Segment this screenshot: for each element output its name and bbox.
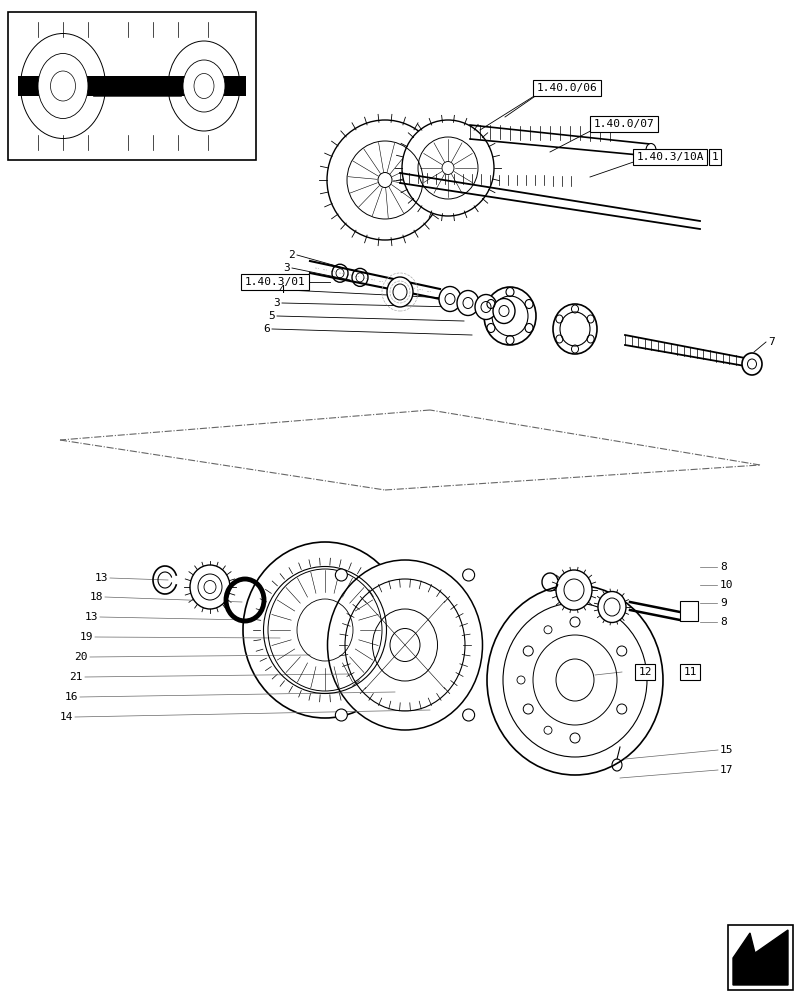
Ellipse shape bbox=[646, 143, 656, 156]
Text: 20: 20 bbox=[74, 652, 88, 662]
Text: 1.40.0/06: 1.40.0/06 bbox=[537, 83, 597, 93]
Text: 8: 8 bbox=[720, 562, 726, 572]
Ellipse shape bbox=[487, 585, 663, 775]
Text: 21: 21 bbox=[69, 672, 83, 682]
Text: 1.40.3/01: 1.40.3/01 bbox=[245, 277, 305, 287]
Bar bbox=[18, 76, 246, 96]
Ellipse shape bbox=[327, 120, 443, 240]
Ellipse shape bbox=[387, 277, 413, 307]
Ellipse shape bbox=[243, 542, 407, 718]
Ellipse shape bbox=[556, 570, 592, 610]
Ellipse shape bbox=[493, 298, 515, 324]
Circle shape bbox=[463, 569, 474, 581]
Ellipse shape bbox=[439, 286, 461, 312]
Text: 9: 9 bbox=[720, 598, 726, 608]
Text: 17: 17 bbox=[720, 765, 734, 775]
Text: 15: 15 bbox=[720, 745, 734, 755]
Ellipse shape bbox=[183, 60, 225, 112]
Text: 14: 14 bbox=[60, 712, 73, 722]
Bar bbox=[8, 12, 256, 160]
Text: 16: 16 bbox=[65, 692, 78, 702]
Text: 6: 6 bbox=[263, 324, 270, 334]
Circle shape bbox=[463, 709, 474, 721]
Bar bbox=[728, 925, 793, 990]
Text: 13: 13 bbox=[85, 612, 98, 622]
Text: 3: 3 bbox=[273, 298, 280, 308]
Ellipse shape bbox=[553, 304, 597, 354]
Ellipse shape bbox=[475, 294, 497, 320]
Circle shape bbox=[335, 709, 347, 721]
Circle shape bbox=[335, 569, 347, 581]
Text: 7: 7 bbox=[768, 337, 775, 347]
Ellipse shape bbox=[598, 591, 626, 622]
Text: 1: 1 bbox=[712, 152, 718, 162]
Ellipse shape bbox=[484, 287, 536, 345]
Ellipse shape bbox=[190, 565, 230, 609]
Text: 2: 2 bbox=[288, 250, 295, 260]
Text: 3: 3 bbox=[284, 263, 290, 273]
Ellipse shape bbox=[38, 53, 88, 118]
Text: 8: 8 bbox=[720, 617, 726, 627]
Text: 12: 12 bbox=[638, 667, 652, 677]
Text: 1.40.0/07: 1.40.0/07 bbox=[594, 119, 654, 129]
Text: 13: 13 bbox=[95, 573, 108, 583]
Polygon shape bbox=[733, 930, 788, 985]
Text: 18: 18 bbox=[90, 592, 103, 602]
Ellipse shape bbox=[457, 290, 479, 316]
Text: 1.40.3/10A: 1.40.3/10A bbox=[636, 152, 704, 162]
Text: 19: 19 bbox=[79, 632, 93, 642]
Ellipse shape bbox=[742, 353, 762, 375]
Bar bbox=[680, 601, 698, 621]
Ellipse shape bbox=[402, 120, 494, 216]
Text: 4: 4 bbox=[278, 285, 285, 295]
Text: 10: 10 bbox=[720, 580, 734, 590]
Text: 5: 5 bbox=[268, 311, 275, 321]
Ellipse shape bbox=[327, 560, 482, 730]
Text: 11: 11 bbox=[684, 667, 696, 677]
